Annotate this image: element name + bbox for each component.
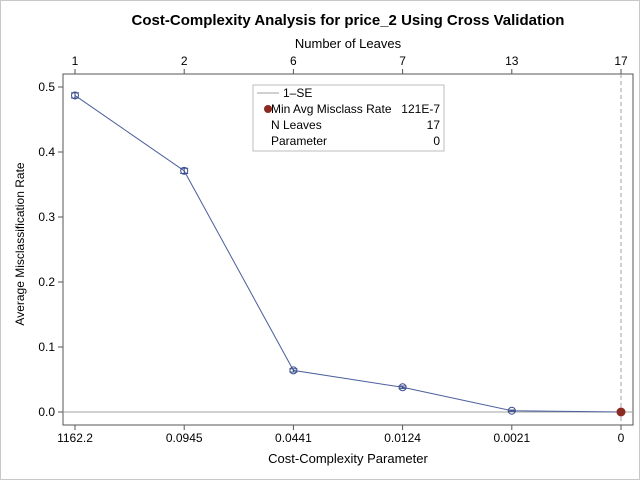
data-point [507, 406, 516, 415]
legend-value: 0 [433, 134, 440, 148]
y-tick-label: 0.0 [38, 405, 55, 419]
x-tick-label: 0.0124 [384, 431, 421, 445]
y-tick-label: 0.3 [38, 210, 55, 224]
x2-tick-label: 17 [614, 54, 628, 68]
x2-axis: 1 2 6 7 13 17 [72, 54, 628, 74]
x2-tick-label: 6 [290, 54, 297, 68]
reference-layer [63, 74, 633, 425]
x-axis: 1162.2 0.0945 0.0441 0.0124 0.0021 0 [57, 425, 625, 445]
x-tick-label: 0.0021 [493, 431, 530, 445]
series-layer [71, 91, 626, 417]
y-axis: 0.0 0.1 0.2 0.3 0.4 0.5 [38, 80, 63, 419]
data-point [71, 91, 79, 100]
y-tick-label: 0.5 [38, 80, 55, 94]
legend-box [252, 84, 445, 152]
plot-frame [62, 73, 634, 426]
legend-value: 17 [427, 118, 441, 132]
x2-tick-label: 13 [505, 54, 519, 68]
y-axis-label: Average Misclassification Rate [13, 162, 27, 326]
legend-label: Parameter [271, 134, 327, 148]
x2-tick-label: 1 [72, 54, 79, 68]
legend-label: 1–SE [283, 86, 312, 100]
legend-label: N Leaves [271, 118, 322, 132]
legend-marker-swatch [264, 105, 272, 113]
data-point [398, 383, 407, 392]
y-tick-label: 0.4 [38, 145, 55, 159]
x-tick-label: 0.0441 [275, 431, 312, 445]
y-tick-label: 0.1 [38, 340, 55, 354]
data-point [289, 366, 298, 375]
legend-value: 121E-7 [401, 102, 440, 116]
chart-title: Cost-Complexity Analysis for price_2 Usi… [132, 12, 565, 29]
x2-axis-label: Number of Leaves [295, 36, 402, 51]
y-tick-label: 0.2 [38, 275, 55, 289]
x-tick-label: 1162.2 [57, 431, 93, 445]
x2-tick-label: 2 [181, 54, 188, 68]
legend: 1–SE Min Avg Misclass Rate 121E-7 N Leaves 1… [252, 84, 445, 152]
x2-tick-label: 7 [399, 54, 406, 68]
series-line [74, 95, 622, 413]
legend-label: Min Avg Misclass Rate [271, 102, 392, 116]
x-tick-label: 0.0945 [166, 431, 203, 445]
x-tick-label: 0 [618, 431, 625, 445]
x-axis-label: Cost-Complexity Parameter [268, 451, 428, 466]
data-point [180, 166, 189, 175]
selected-point [616, 407, 626, 417]
